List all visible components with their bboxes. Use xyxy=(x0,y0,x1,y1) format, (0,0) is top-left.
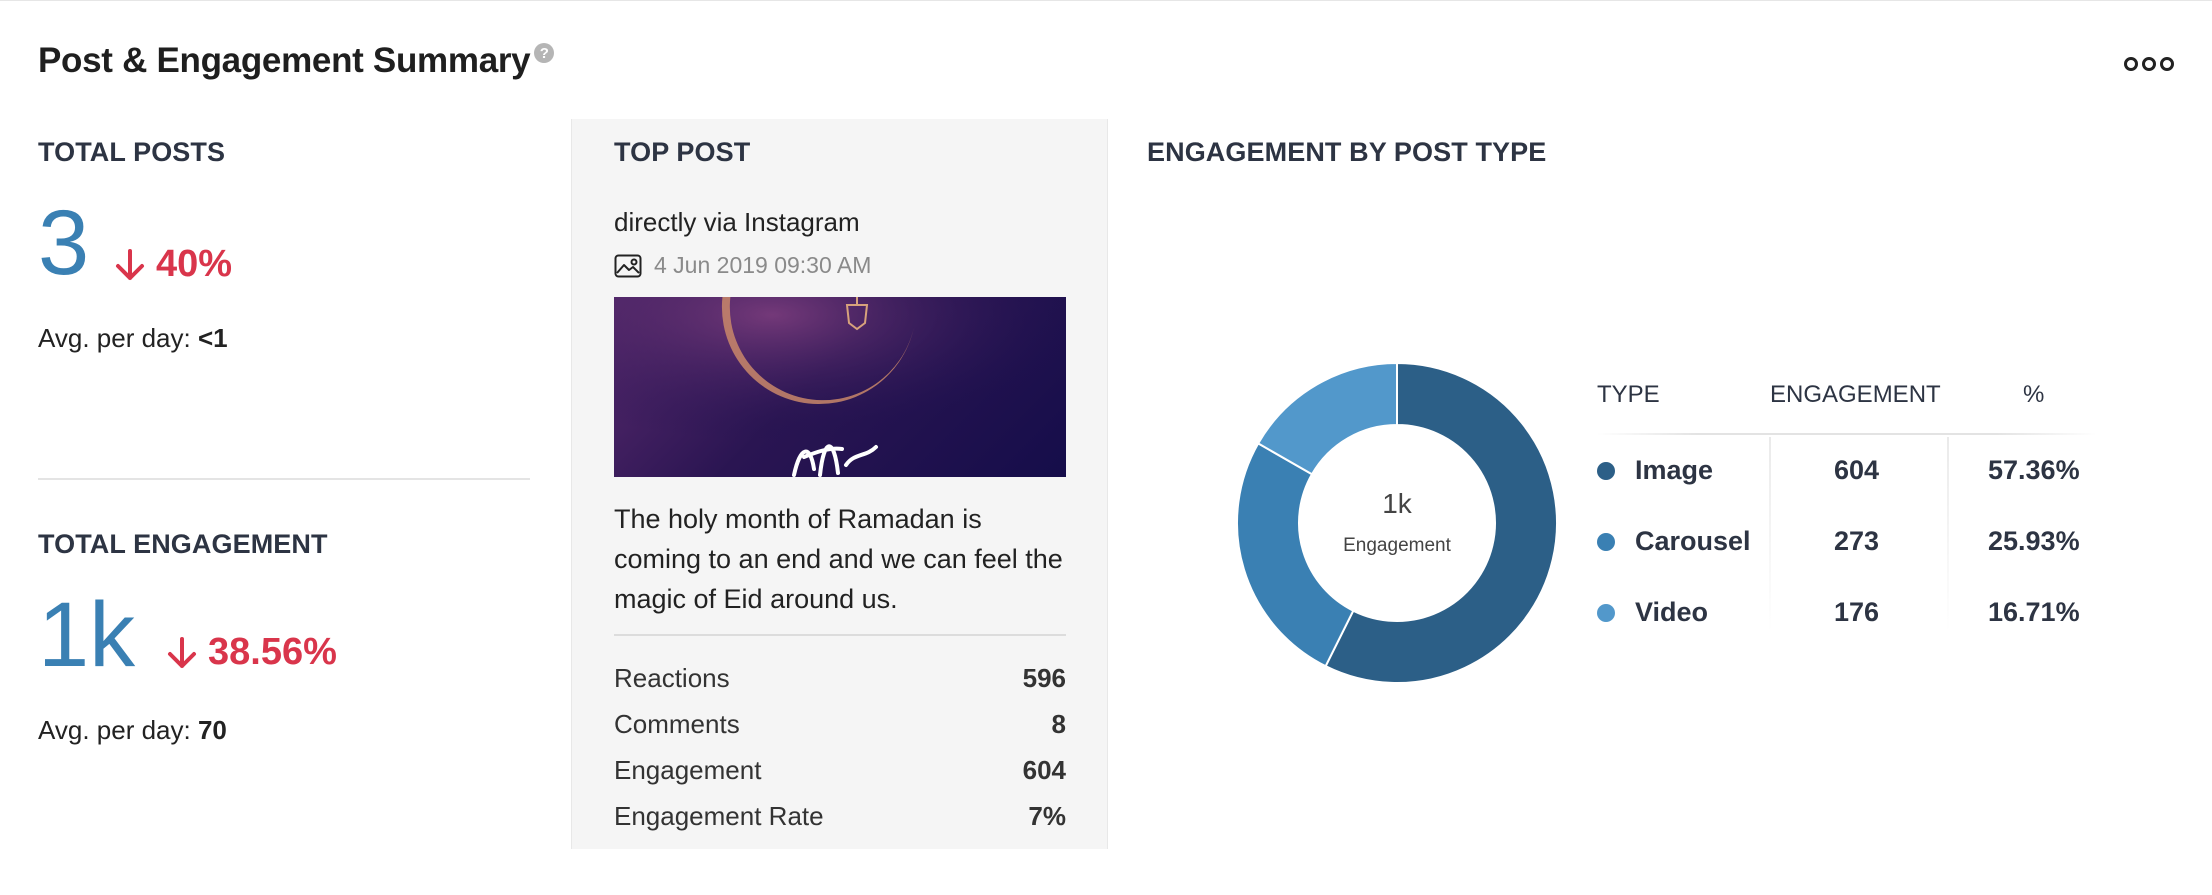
metric-row: Comments 8 xyxy=(614,709,1066,740)
top-post-date-text: 4 Jun 2019 09:30 AM xyxy=(654,252,872,278)
legend-type: Carousel xyxy=(1635,526,1751,556)
crescent-moon-artwork xyxy=(614,297,1066,477)
donut-center-label: Engagement xyxy=(1343,535,1451,556)
legend-item-video: Video xyxy=(1597,597,1708,628)
total-engagement-value: 1k xyxy=(38,584,136,686)
total-engagement-delta: 38.56% xyxy=(166,631,337,674)
metric-label: Engagement xyxy=(614,755,762,785)
avg-label: Avg. per day: xyxy=(38,323,191,353)
arrow-down-icon xyxy=(116,248,144,280)
top-post-source: directly via Instagram xyxy=(614,207,860,237)
legend-type: Image xyxy=(1635,455,1714,485)
legend-percent: 16.71% xyxy=(1988,597,2080,627)
donut-slice-image[interactable] xyxy=(1324,361,1558,684)
help-icon[interactable]: ? xyxy=(534,43,555,63)
section-divider xyxy=(38,478,530,480)
donut-slice-video[interactable] xyxy=(1256,361,1398,476)
metric-label: Comments xyxy=(614,709,740,739)
metric-value: 596 xyxy=(1022,663,1066,693)
total-posts-value: 3 xyxy=(38,192,90,294)
metric-value: 604 xyxy=(1022,755,1066,785)
arrow-down-icon xyxy=(168,636,196,668)
total-posts-delta: 40% xyxy=(114,243,232,286)
metric-row: Reactions 596 xyxy=(614,663,1066,694)
legend-swatch xyxy=(1597,532,1615,551)
legend-engagement: 604 xyxy=(1834,455,1880,485)
engagement-by-type-label: ENGAGEMENT BY POST TYPE xyxy=(1147,137,1547,167)
top-post-separator xyxy=(614,634,1066,636)
top-post-date: 4 Jun 2019 09:30 AM xyxy=(614,252,871,279)
metric-row: Engagement 604 xyxy=(614,755,1066,786)
more-dot xyxy=(2124,57,2138,71)
total-engagement-avg: Avg. per day: 70 xyxy=(38,715,227,746)
metric-value: 8 xyxy=(1051,709,1066,739)
column-header-engagement: ENGAGEMENT xyxy=(1770,381,1941,408)
total-engagement-label: TOTAL ENGAGEMENT xyxy=(38,529,328,559)
legend-engagement: 273 xyxy=(1834,526,1880,556)
avg-label: Avg. per day: xyxy=(38,715,191,745)
legend-percent: 25.93% xyxy=(1988,526,2080,556)
donut-center-value: 1k xyxy=(1382,488,1413,519)
top-post-image[interactable] xyxy=(614,297,1066,477)
page-title: Post & Engagement Summary xyxy=(38,41,531,80)
engagement-donut-chart: 1k Engagement xyxy=(1236,361,1558,684)
avg-value: 70 xyxy=(197,715,227,745)
more-dot xyxy=(2160,57,2174,71)
column-header-percent: % xyxy=(2023,381,2045,408)
total-engagement-delta-value: 38.56% xyxy=(208,631,337,673)
card-header: Post & Engagement Summary ? xyxy=(38,41,555,81)
total-posts-avg: Avg. per day: <1 xyxy=(38,323,228,354)
legend-item-image: Image xyxy=(1597,455,1713,486)
legend-percent: 57.36% xyxy=(1988,455,2080,485)
total-posts-label: TOTAL POSTS xyxy=(38,137,226,167)
column-divider xyxy=(1947,437,1949,633)
top-post-text: The holy month of Ramadan is coming to a… xyxy=(614,504,1063,614)
image-icon xyxy=(614,254,642,277)
legend-swatch xyxy=(1597,603,1615,622)
metric-label: Reactions xyxy=(614,663,730,693)
table-header-divider xyxy=(1597,433,2097,435)
column-header-type: TYPE xyxy=(1597,381,1660,408)
top-post-label: TOP POST xyxy=(614,137,751,167)
metric-label: Engagement Rate xyxy=(614,801,824,831)
legend-swatch xyxy=(1597,461,1615,480)
metric-row: Engagement Rate 7% xyxy=(614,801,1066,832)
column-divider xyxy=(1769,437,1771,633)
legend-type: Video xyxy=(1635,597,1709,627)
metric-value: 7% xyxy=(1028,801,1066,831)
more-dot xyxy=(2142,57,2156,71)
legend-engagement: 176 xyxy=(1834,597,1880,627)
total-posts-delta-value: 40% xyxy=(156,243,233,285)
donut-slice-carousel[interactable] xyxy=(1236,442,1355,668)
legend-item-carousel: Carousel xyxy=(1597,526,1751,557)
top-post-panel: TOP POST directly via Instagram 4 Jun 20… xyxy=(571,119,1108,849)
more-options-icon[interactable] xyxy=(2124,57,2174,71)
avg-value: <1 xyxy=(197,323,228,353)
